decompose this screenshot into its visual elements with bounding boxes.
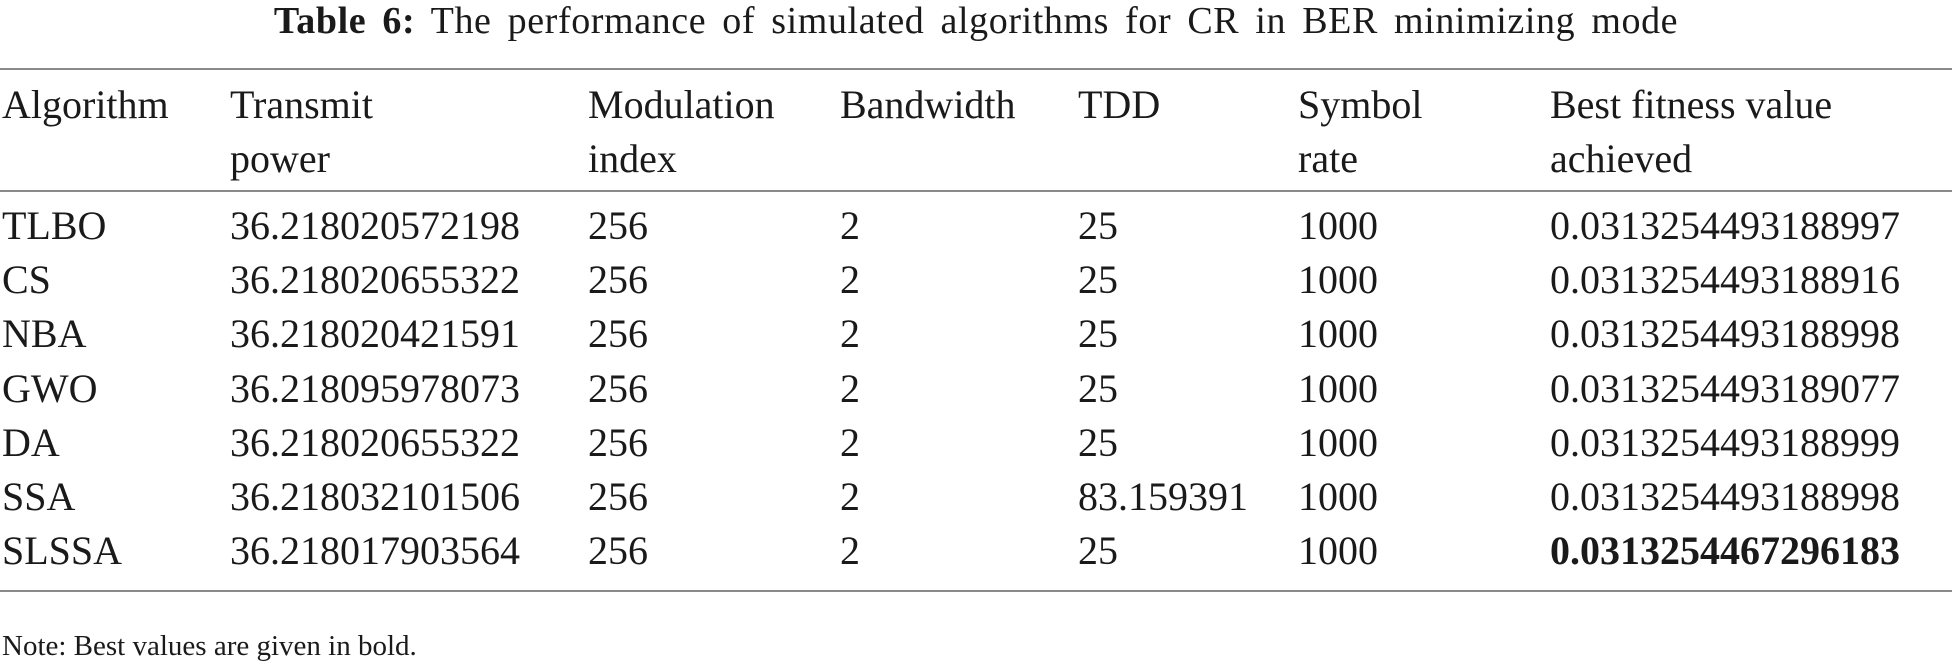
table-row: NBA 36.218020421591 256 2 25 1000 0.0313254493… bbox=[0, 307, 1952, 361]
header-best-fitness: Best fitness value achieved bbox=[1550, 82, 1833, 181]
cell-transmit-power: 36.218020572198 bbox=[230, 203, 520, 248]
cell-symbol-rate: 1000 bbox=[1298, 257, 1378, 303]
cell-transmit-power: 36.218020655322 bbox=[230, 419, 520, 465]
table-note: Note: Best values are given in bold. bbox=[2, 630, 417, 662]
cell-algorithm: CS bbox=[2, 257, 51, 303]
cell-best-fitness: 0.0313254493189077 bbox=[1550, 365, 1900, 411]
cell-algorithm: GWO bbox=[2, 365, 98, 411]
table-caption: Table 6: The performance of simulated al… bbox=[0, 0, 1952, 42]
header-algorithm: Algorithm bbox=[2, 82, 169, 127]
cell-transmit-power: 36.218020655322 bbox=[230, 257, 520, 303]
cell-bandwidth: 2 bbox=[840, 419, 860, 465]
cell-transmit-power: 36.218020421591 bbox=[230, 311, 520, 357]
cell-algorithm: NBA bbox=[2, 311, 87, 357]
table-row: CS 36.218020655322 256 2 25 1000 0.03132544931… bbox=[0, 253, 1952, 307]
table-row: DA 36.218020655322 256 2 25 1000 0.03132544931… bbox=[0, 416, 1952, 470]
cell-bandwidth: 2 bbox=[840, 311, 860, 357]
cell-tdd: 25 bbox=[1078, 528, 1118, 574]
cell-best-fitness: 0.0313254493188997 bbox=[1550, 203, 1900, 248]
cell-best-fitness: 0.0313254467296183 bbox=[1550, 528, 1900, 574]
cell-symbol-rate: 1000 bbox=[1298, 419, 1378, 465]
cell-modulation-index: 256 bbox=[588, 528, 648, 574]
cell-transmit-power: 36.218095978073 bbox=[230, 365, 520, 411]
cell-symbol-rate: 1000 bbox=[1298, 528, 1378, 574]
cell-modulation-index: 256 bbox=[588, 311, 648, 357]
cell-algorithm: TLBO bbox=[2, 203, 107, 248]
table-bottom-rule bbox=[0, 590, 1952, 592]
table-row: GWO 36.218095978073 256 2 25 1000 0.0313254493… bbox=[0, 362, 1952, 416]
table-top-rule bbox=[0, 68, 1952, 70]
table-row: SLSSA 36.218017903564 256 2 25 1000 0.03132544… bbox=[0, 524, 1952, 578]
cell-bandwidth: 2 bbox=[840, 528, 860, 574]
cell-modulation-index: 256 bbox=[588, 474, 648, 519]
header-bandwidth: Bandwidth bbox=[840, 82, 1016, 127]
cell-symbol-rate: 1000 bbox=[1298, 365, 1378, 411]
cell-tdd: 25 bbox=[1078, 203, 1118, 248]
cell-modulation-index: 256 bbox=[588, 419, 648, 465]
cell-modulation-index: 256 bbox=[588, 257, 648, 303]
table-caption-label: Table 6: bbox=[273, 0, 416, 42]
cell-best-fitness: 0.0313254493188998 bbox=[1550, 474, 1900, 519]
cell-tdd: 25 bbox=[1078, 257, 1118, 303]
cell-tdd: 25 bbox=[1078, 365, 1118, 411]
header-symbol-rate: Symbol rate bbox=[1298, 82, 1423, 181]
cell-tdd: 25 bbox=[1078, 311, 1118, 357]
table-row: SSA 36.218032101506 256 2 83.159391 1000 0.031… bbox=[0, 470, 1952, 524]
cell-best-fitness: 0.0313254493188916 bbox=[1550, 257, 1900, 303]
cell-modulation-index: 256 bbox=[588, 365, 648, 411]
cell-symbol-rate: 1000 bbox=[1298, 474, 1378, 519]
table-caption-text: The performance of simulated algorithms … bbox=[430, 0, 1679, 42]
header-modulation-index: Modulation index bbox=[588, 82, 775, 181]
cell-transmit-power: 36.218032101506 bbox=[230, 474, 520, 519]
cell-algorithm: SLSSA bbox=[2, 528, 123, 574]
cell-algorithm: DA bbox=[2, 419, 60, 465]
cell-symbol-rate: 1000 bbox=[1298, 203, 1378, 248]
cell-best-fitness: 0.0313254493188999 bbox=[1550, 419, 1900, 465]
cell-symbol-rate: 1000 bbox=[1298, 311, 1378, 357]
cell-algorithm: SSA bbox=[2, 474, 76, 519]
cell-transmit-power: 36.218017903564 bbox=[230, 528, 520, 574]
table-header-rule bbox=[0, 190, 1952, 192]
cell-bandwidth: 2 bbox=[840, 257, 860, 303]
cell-bandwidth: 2 bbox=[840, 365, 860, 411]
cell-best-fitness: 0.0313254493188998 bbox=[1550, 311, 1900, 357]
table-row: TLBO 36.218020572198 256 2 25 1000 0.031325449… bbox=[0, 199, 1952, 253]
header-tdd: TDD bbox=[1078, 82, 1161, 127]
cell-modulation-index: 256 bbox=[588, 203, 648, 248]
header-transmit-power: Transmit power bbox=[230, 82, 374, 181]
cell-bandwidth: 2 bbox=[840, 474, 860, 519]
cell-tdd: 83.159391 bbox=[1078, 474, 1248, 519]
cell-bandwidth: 2 bbox=[840, 203, 860, 248]
cell-tdd: 25 bbox=[1078, 419, 1118, 465]
